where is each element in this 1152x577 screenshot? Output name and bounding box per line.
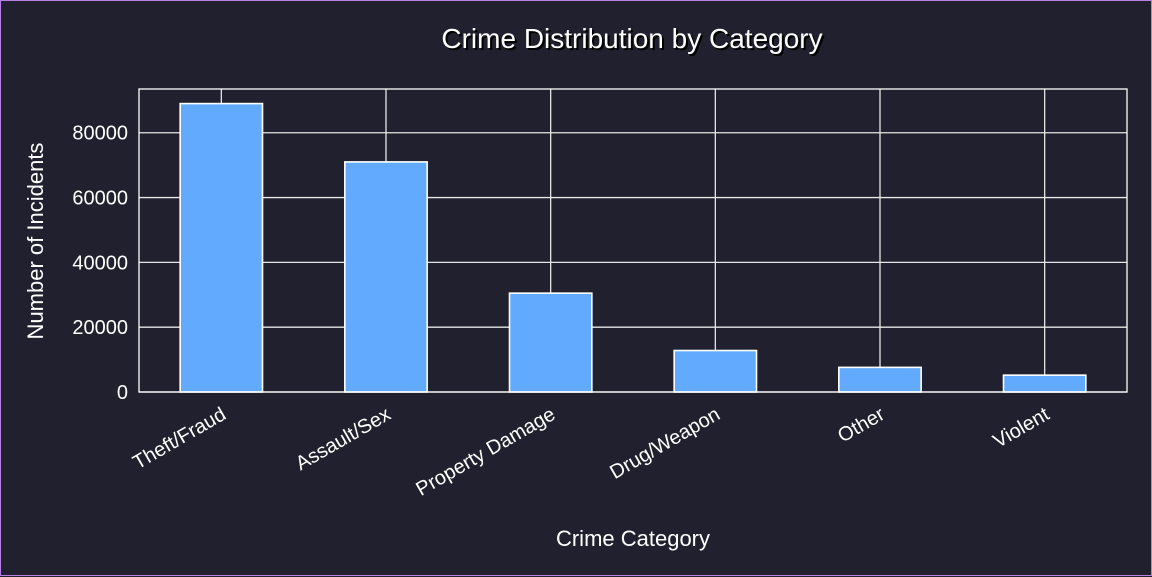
- y-tick-labels: 0 20000 40000 60000 80000: [72, 123, 128, 404]
- x-tick-label: Property Damage: [412, 403, 559, 500]
- y-tick-label: 80000: [72, 123, 128, 145]
- bar: [1002, 374, 1087, 393]
- x-tick-label: Other: [834, 403, 889, 447]
- y-axis-label: Number of Incidents: [23, 143, 48, 340]
- chart-title: Crime Distribution by Category: [441, 23, 822, 54]
- y-tick-label: 0: [117, 382, 128, 404]
- x-tick-label: Theft/Fraud: [129, 403, 230, 474]
- x-tick-label: Violent: [990, 403, 1054, 453]
- x-tick-labels: Theft/Fraud Assault/Sex Property Damage Dru…: [129, 403, 1053, 501]
- bar: [179, 102, 264, 393]
- y-tick-label: 20000: [72, 317, 128, 339]
- bar: [838, 366, 922, 393]
- grid-layer: [139, 89, 1127, 393]
- axes-frame: [138, 88, 1128, 393]
- chart-title-shadow: Crime Distribution by Category: [443, 25, 824, 56]
- y-tick-label: 40000: [72, 252, 128, 274]
- bar: [508, 292, 593, 393]
- x-tick-label: Drug/Weapon: [606, 403, 724, 484]
- x-tick-label: Assault/Sex: [292, 403, 394, 475]
- x-axis-label: Crime Category: [556, 526, 710, 551]
- bar: [344, 161, 428, 393]
- y-tick-label: 60000: [72, 188, 128, 210]
- bar-layer: [179, 102, 1087, 393]
- bar: [673, 349, 758, 393]
